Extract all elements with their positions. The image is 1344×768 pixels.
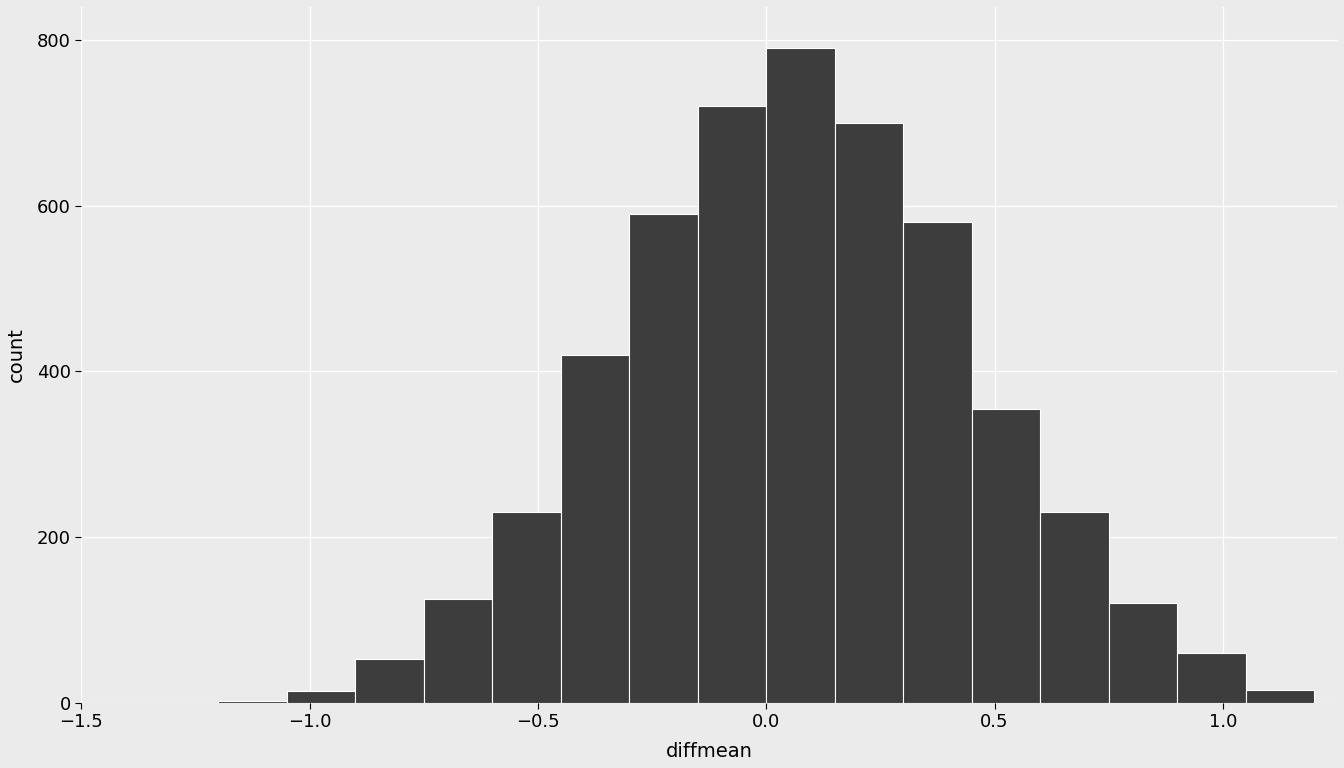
Bar xyxy=(1246,690,1314,703)
Bar xyxy=(219,701,286,703)
Bar xyxy=(286,691,355,703)
Bar xyxy=(560,355,629,703)
Bar xyxy=(903,222,972,703)
Y-axis label: count: count xyxy=(7,327,26,382)
Bar xyxy=(1109,603,1177,703)
Bar xyxy=(1177,653,1246,703)
Bar xyxy=(629,214,698,703)
Bar xyxy=(835,123,903,703)
Bar xyxy=(423,599,492,703)
Bar xyxy=(698,106,766,703)
Bar xyxy=(355,660,423,703)
Bar xyxy=(1040,512,1109,703)
Bar xyxy=(972,409,1040,703)
Bar xyxy=(766,48,835,703)
X-axis label: diffmean: diffmean xyxy=(665,742,753,761)
Bar xyxy=(492,512,560,703)
